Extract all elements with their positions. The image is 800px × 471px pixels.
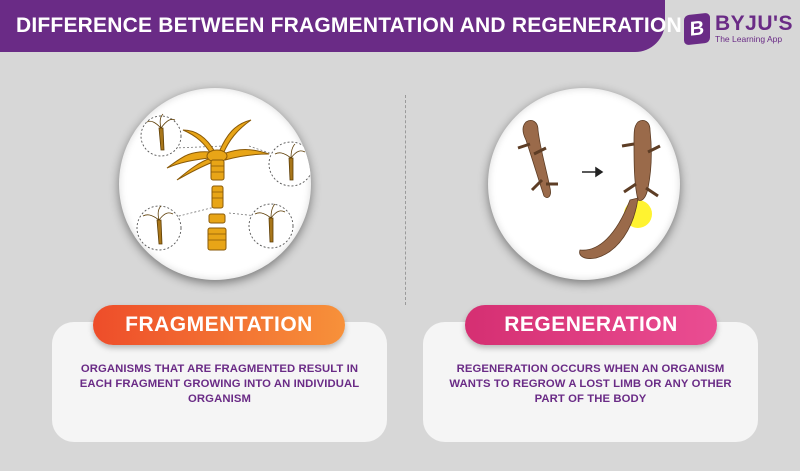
logo-name: BYJU'S: [715, 11, 794, 35]
logo-badge-icon: B: [684, 12, 710, 46]
center-divider: [405, 95, 406, 305]
fragmentation-illustration: [119, 88, 311, 280]
fragmentation-label: FRAGMENTATION: [93, 305, 345, 345]
regeneration-description: REGENERATION OCCURS WHEN AN ORGANISM WAN…: [449, 363, 732, 405]
title-banner: DIFFERENCE BETWEEN FRAGMENTATION AND REG…: [0, 0, 682, 52]
byjus-logo[interactable]: B BYJU'S The Learning App: [684, 10, 794, 48]
hydra-fragmentation-icon: [136, 113, 311, 251]
regeneration-illustration: [488, 88, 680, 280]
regeneration-label: REGENERATION: [465, 305, 717, 345]
lizard-regeneration-icon: [517, 120, 661, 259]
logo-tagline: The Learning App: [715, 33, 783, 44]
logo-text: BYJU'S The Learning App: [715, 11, 794, 45]
fragmentation-description: ORGANISMS THAT ARE FRAGMENTED RESULT IN …: [79, 363, 360, 405]
page-title: DIFFERENCE BETWEEN FRAGMENTATION AND REG…: [16, 14, 682, 37]
